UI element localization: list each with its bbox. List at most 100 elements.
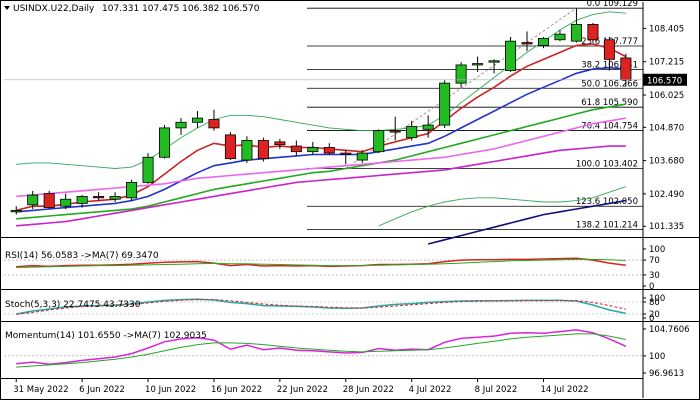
candle-up xyxy=(439,82,451,126)
y-tick-label: 107.215 xyxy=(649,58,684,68)
y-tick-label: 104.870 xyxy=(649,123,684,133)
fib-label: 0.0 109.129 xyxy=(587,0,638,9)
indicator-ma_pink xyxy=(16,117,627,198)
candle-up xyxy=(241,140,253,161)
candle-up xyxy=(60,198,72,207)
series-line xyxy=(16,333,627,368)
candle-down xyxy=(224,134,236,160)
candle-up xyxy=(159,127,171,158)
y-tick-label: 0 xyxy=(649,282,654,292)
candle-down xyxy=(603,39,615,60)
candle-down xyxy=(290,145,302,153)
indicator-boll_lower xyxy=(378,186,627,227)
fib-label: 138.2 101.214 xyxy=(576,221,638,231)
x-tick-label: 4 Jul 2022 xyxy=(409,385,452,395)
candle-up xyxy=(191,117,203,123)
candle-down xyxy=(340,152,352,155)
current-price-box xyxy=(643,73,687,86)
candle-up xyxy=(356,152,368,161)
candle-down xyxy=(208,119,220,129)
y-tick-label: 100 xyxy=(649,245,665,255)
y-tick-label: 0 xyxy=(649,314,654,324)
candle-up xyxy=(109,196,121,200)
pane-label: Momentum(14) 101.6550 ->MA(7) 102.9035 xyxy=(5,331,207,341)
x-tick-label: 8 Jul 2022 xyxy=(475,385,518,395)
indicator-ema_slow xyxy=(16,103,627,220)
candle-up xyxy=(27,194,39,206)
date-axis: 31 May 2022 6 Jun 2022 10 Jun 2022 16 Jun 2… xyxy=(0,378,643,395)
candle-up xyxy=(406,126,418,139)
symbol-title: USINDX.U22,Daily xyxy=(13,4,95,14)
indicator-ema_mid xyxy=(16,66,626,213)
y-tick-label: 100 xyxy=(649,294,665,304)
y-tick-label: 103.680 xyxy=(649,157,684,167)
candle-down xyxy=(587,23,599,41)
candle-down xyxy=(43,193,55,209)
candle-up xyxy=(126,182,138,199)
candle-up xyxy=(373,130,385,153)
candle-up xyxy=(537,37,550,46)
candle-down xyxy=(389,130,401,133)
candle-up xyxy=(175,121,187,129)
candle-down xyxy=(323,147,335,154)
candle-up xyxy=(307,147,319,153)
x-tick-label: 31 May 2022 xyxy=(13,385,68,395)
series-line xyxy=(16,299,627,315)
candle-down xyxy=(521,42,533,45)
candle-up xyxy=(554,33,566,41)
y-tick-label: 70 xyxy=(649,256,660,266)
candle-up xyxy=(455,64,467,84)
candle-up xyxy=(570,23,582,42)
candle-up xyxy=(488,60,500,63)
y-tick-label: 108.405 xyxy=(649,24,684,34)
candle-up xyxy=(76,196,88,204)
ohlc-values: 107.331 107.475 106.382 106.570 xyxy=(102,4,260,14)
x-tick-label: 16 Jun 2022 xyxy=(211,385,262,395)
y-tick-label: 30 xyxy=(649,271,660,281)
x-tick-label: 14 Jul 2022 xyxy=(540,385,588,395)
series-line xyxy=(16,258,626,268)
series-line xyxy=(16,329,627,366)
indicator-ma_navy xyxy=(428,199,627,245)
y-tick-label: 102.490 xyxy=(649,190,684,200)
fib-label: 50.0 106.266 xyxy=(581,79,638,89)
x-tick-label: 6 Jun 2022 xyxy=(79,385,125,395)
y-tick-label: 20 xyxy=(649,310,660,320)
candle-down xyxy=(620,57,632,81)
candle-down xyxy=(274,141,286,146)
fib-label: 100.0 103.402 xyxy=(576,159,638,169)
fib-label: 123.6 102.050 xyxy=(576,197,638,207)
x-tick-label: 28 Jun 2022 xyxy=(343,385,394,395)
series-line xyxy=(16,298,627,315)
header-arrow-icon xyxy=(4,6,10,10)
y-tick-label: 106.025 xyxy=(649,91,684,101)
current-price-label: 106.570 xyxy=(647,76,682,86)
indicator-boll_upper xyxy=(16,11,626,169)
candle-down xyxy=(257,140,269,160)
x-tick-label: 22 Jun 2022 xyxy=(277,385,328,395)
x-tick-label: 10 Jun 2022 xyxy=(145,385,196,395)
candle-up xyxy=(505,40,517,71)
y-tick-label: 104.7606 xyxy=(649,325,690,335)
y-tick-label: 101.335 xyxy=(649,222,684,232)
pane-label: Stoch(5,3,3) 22.7475 43.7330 xyxy=(5,300,141,310)
candle-up xyxy=(142,156,154,183)
series-line xyxy=(16,257,626,268)
candle-up xyxy=(472,63,484,66)
fib-label: 76.4 104.754 xyxy=(581,122,638,132)
momentum-pane: 104.7606 100 96.9613 Momentum(14) 101.6550 … xyxy=(4,325,690,379)
y-tick-label: 80 xyxy=(649,298,660,308)
y-tick-label: 96.9613 xyxy=(649,369,684,379)
candle-up xyxy=(422,124,434,130)
chart-header: USINDX.U22,Daily 107.331 107.475 106.382 … xyxy=(4,4,260,14)
pane-label: RSI(14) 56.0583 ->MA(7) 69.3470 xyxy=(5,251,159,261)
indicator-ma_magenta xyxy=(16,145,626,227)
candle-up xyxy=(10,210,22,213)
y-tick-label: 100 xyxy=(649,352,665,362)
fib-label: 61.8 105.590 xyxy=(581,98,638,108)
